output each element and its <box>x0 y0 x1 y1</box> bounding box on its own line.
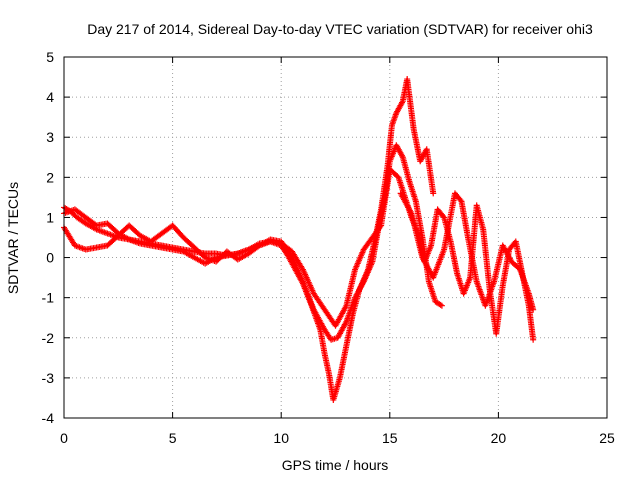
data-point <box>377 223 384 230</box>
data-point <box>430 190 437 197</box>
data-point <box>457 197 464 204</box>
y-tick-label: 4 <box>46 89 54 105</box>
plot-frame <box>63 56 608 419</box>
y-tick-label: 2 <box>46 169 54 185</box>
x-tick-label: 25 <box>599 430 615 446</box>
y-axis-label: SDTVAR / TECUs <box>5 182 21 294</box>
data-point <box>530 306 537 313</box>
grid <box>64 57 607 418</box>
data-point <box>530 336 537 343</box>
y-tick-label: 1 <box>46 209 54 225</box>
x-tick-label: 15 <box>382 430 398 446</box>
data-point <box>437 301 444 308</box>
x-tick-label: 5 <box>169 430 177 446</box>
y-tick-label: -2 <box>42 330 55 346</box>
series-satellite-track-C <box>61 166 537 343</box>
y-tick-label: 0 <box>46 250 54 266</box>
axis-ticks: 0 5 10 15 20 25 -4 -3 -2 -1 0 1 2 3 4 5 <box>42 49 615 446</box>
x-tick-label: 20 <box>491 430 507 446</box>
y-tick-label: 5 <box>46 49 54 65</box>
x-tick-label: 10 <box>273 430 289 446</box>
x-tick-label: 0 <box>60 430 68 446</box>
data-series <box>61 76 537 403</box>
y-tick-label: 3 <box>46 129 54 145</box>
series-satellite-track-D <box>397 190 537 313</box>
chart-title: Day 217 of 2014, Sidereal Day-to-day VTE… <box>87 21 593 37</box>
y-tick-label: -4 <box>42 410 55 426</box>
data-point <box>440 213 447 220</box>
y-tick-label: -1 <box>42 290 55 306</box>
data-point <box>438 302 445 309</box>
y-tick-label: -3 <box>42 370 55 386</box>
x-axis-label: GPS time / hours <box>282 457 389 473</box>
